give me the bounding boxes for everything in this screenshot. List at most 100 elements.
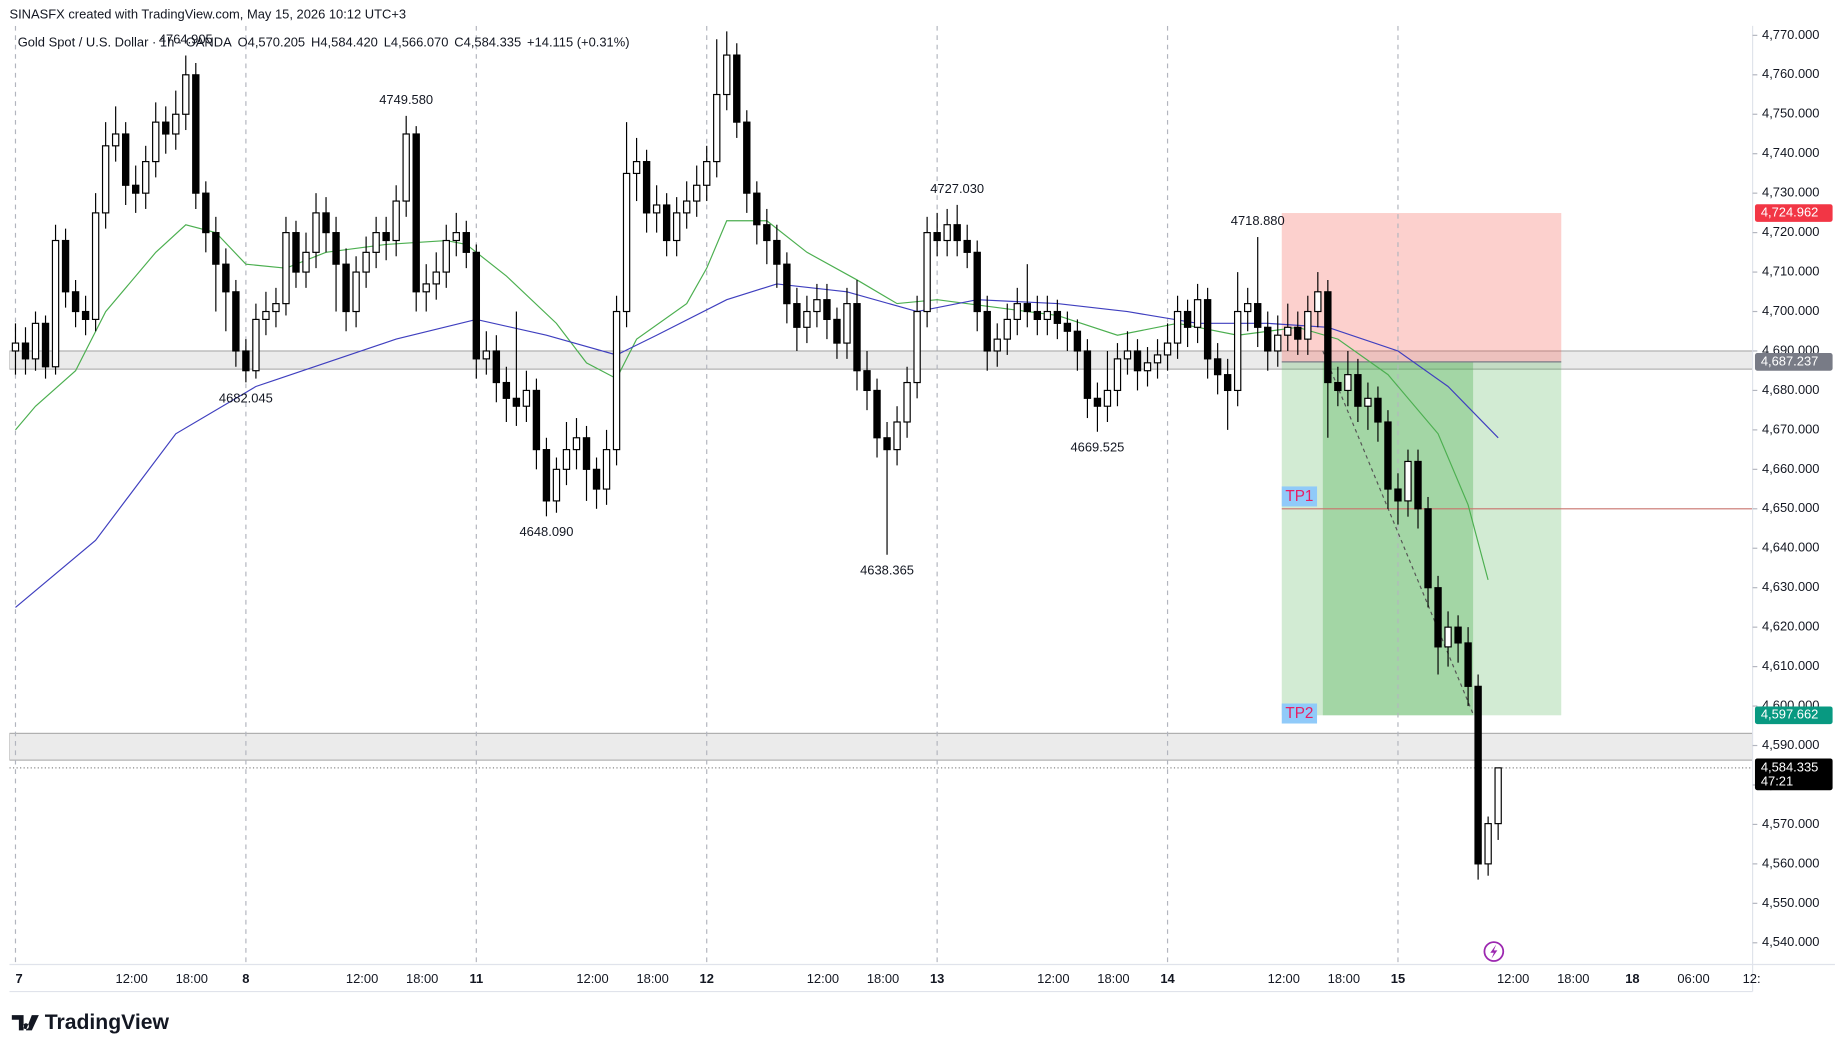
candle-body: [1494, 767, 1502, 825]
field-value: 4,584.335: [464, 35, 522, 50]
y-tick-label: 4,700.000: [1762, 303, 1820, 318]
y-tick-label: 4,620.000: [1762, 619, 1820, 634]
candle-body: [1444, 626, 1452, 648]
candle-body: [933, 232, 941, 242]
candle-body: [1063, 322, 1072, 332]
candle-body: [392, 200, 400, 242]
candle-body: [993, 338, 1001, 352]
candle-body: [582, 437, 591, 470]
change: +14.115 (+0.31%): [527, 35, 629, 50]
candle-body: [121, 133, 130, 186]
y-tick-label: 4,750.000: [1762, 106, 1820, 121]
y-tick-label: 4,560.000: [1762, 855, 1820, 870]
candle-body: [1404, 460, 1412, 502]
candle-body: [1013, 303, 1021, 321]
price-annotation: 4749.580: [379, 92, 433, 107]
candle-body: [863, 370, 871, 392]
tp2-label: TP2: [1285, 705, 1313, 722]
candle-body: [1093, 397, 1102, 407]
price-annotation: 4669.525: [1070, 440, 1124, 455]
candle-body: [1344, 374, 1352, 392]
legend: Gold Spot / U.S. Dollar · 1h · OANDA O4,5…: [18, 35, 630, 50]
candle-body: [1324, 291, 1332, 384]
candle-body: [492, 350, 501, 384]
candle-body: [1464, 642, 1472, 687]
candle-body: [753, 192, 761, 226]
candle-body: [111, 133, 120, 147]
countdown: 47:21: [1761, 773, 1793, 788]
candle-body: [1264, 326, 1272, 352]
candle-body: [142, 161, 150, 194]
candle-body: [422, 283, 430, 293]
candle-body: [783, 263, 791, 305]
x-tick-label: 12:00: [116, 971, 148, 986]
candle-body: [61, 239, 70, 293]
y-tick-label: 4,590.000: [1762, 737, 1820, 752]
candle-body: [1203, 299, 1212, 360]
candle-body: [1284, 326, 1292, 336]
entry-tag-label: 4,687.237: [1761, 353, 1819, 368]
x-tick-label: 12: [700, 971, 714, 986]
x-tick-label: 18:00: [867, 971, 899, 986]
candle-body: [642, 161, 651, 214]
candle-body: [182, 74, 190, 115]
candle-body: [632, 161, 641, 175]
candle-body: [853, 303, 861, 372]
candle-body: [803, 310, 811, 328]
candle-body: [172, 113, 180, 135]
candle-body: [672, 212, 681, 242]
candle-body: [322, 212, 330, 234]
candle-body: [873, 389, 881, 439]
stop-tag: [1754, 204, 1833, 222]
y-tick-label: 4,650.000: [1762, 500, 1820, 515]
candle-body: [192, 74, 200, 194]
y-tick-label: 4,740.000: [1762, 145, 1820, 160]
candle-body: [282, 232, 290, 305]
candle-body: [612, 310, 621, 451]
candle-body: [1394, 488, 1402, 502]
candle-body: [1053, 310, 1062, 324]
last-price-label: 4,584.335: [1761, 759, 1819, 774]
candle-body: [502, 381, 511, 399]
price-annotation: 4764.905: [159, 32, 213, 47]
candle-body: [81, 310, 90, 321]
candle-body: [893, 421, 901, 451]
candle-body: [652, 204, 661, 214]
y-tick-label: 4,550.000: [1762, 895, 1820, 910]
candle-body: [592, 468, 601, 490]
candle-body: [512, 397, 521, 407]
candle-body: [703, 161, 711, 186]
candle-body: [793, 303, 801, 328]
candle-body: [382, 232, 390, 242]
credit: SINASFX created with TradingView.com, Ma…: [9, 7, 406, 22]
candle-body: [332, 232, 340, 265]
candle-body: [1354, 374, 1362, 407]
candle-body: [1414, 460, 1422, 510]
candle-body: [51, 239, 60, 368]
x-tick-label: 06:00: [1677, 971, 1709, 986]
entry-tag: [1754, 353, 1833, 371]
candle-body: [1163, 342, 1172, 356]
axes: 4,540.000 4,550.000 4,560.000 4,570.000 4,58…: [15, 27, 1833, 986]
candle-body: [1023, 303, 1031, 313]
candle-body: [1213, 358, 1222, 376]
candle-body: [833, 318, 841, 344]
candle-body: [1153, 354, 1162, 364]
candle-body: [352, 271, 360, 313]
candle-body: [682, 200, 691, 214]
candle-body: [662, 204, 671, 242]
zone: [9, 350, 1753, 370]
candle-body: [1193, 299, 1202, 328]
candle-body: [212, 232, 220, 265]
candle-body: [91, 212, 100, 321]
candle-body: [162, 121, 170, 135]
y-tick-label: 4,640.000: [1762, 540, 1820, 555]
tp2-tag: [1281, 703, 1318, 724]
candle-body: [983, 310, 991, 352]
plot-area: TP1 TP2 4764.905 4749.580 4682.045 4648.090 47…: [9, 25, 1753, 965]
tp1-label: TP1: [1285, 488, 1313, 505]
candle-body: [202, 192, 210, 234]
candle-body: [883, 437, 891, 451]
x-tick-label: 11: [469, 971, 483, 986]
candle-body: [693, 184, 701, 202]
